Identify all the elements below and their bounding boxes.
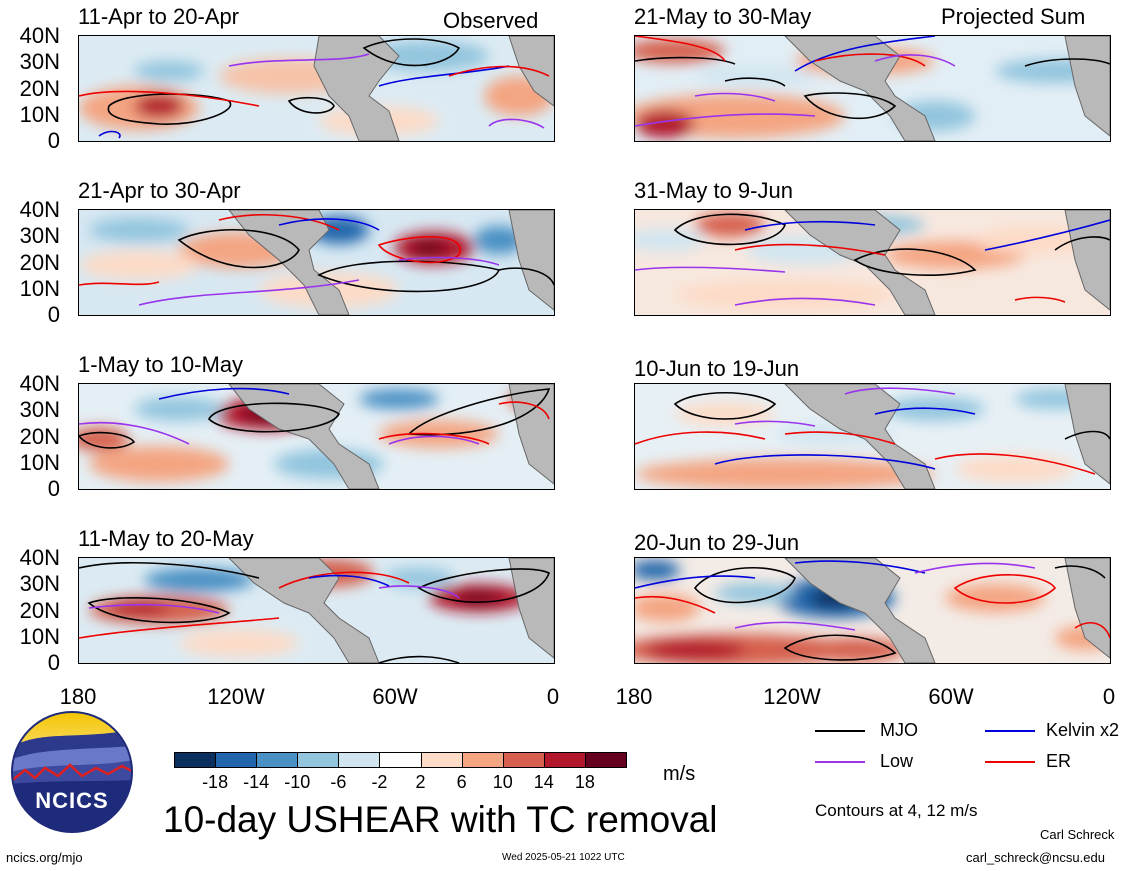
colorbar-label: -2 bbox=[371, 772, 388, 792]
colorbar-label: 18 bbox=[574, 772, 595, 792]
colorbar-swatch bbox=[502, 752, 545, 768]
map-panel bbox=[634, 383, 1111, 490]
lon-label: 180 bbox=[59, 684, 97, 709]
lat-label: 10N bbox=[19, 450, 60, 475]
lon-label: 120W bbox=[763, 684, 821, 709]
lat-label: 40N bbox=[19, 545, 60, 570]
panel-title: 11-Apr to 20-Apr bbox=[78, 4, 240, 29]
panel-title: 11-May to 20-May bbox=[78, 526, 254, 551]
map-panel bbox=[78, 209, 555, 316]
ncics-logo: NCICS bbox=[10, 710, 134, 834]
colorbar-swatch bbox=[256, 752, 299, 768]
lat-label: 30N bbox=[19, 49, 60, 74]
colorbar-label: 6 bbox=[456, 772, 467, 792]
site-link[interactable]: ncics.org/mjo bbox=[6, 850, 83, 865]
author-name: Carl Schreck bbox=[1040, 827, 1115, 842]
colorbar-label: -14 bbox=[243, 772, 270, 792]
logo-text: NCICS bbox=[35, 788, 109, 813]
lat-label: 10N bbox=[19, 102, 60, 127]
colorbar-label: -10 bbox=[284, 772, 311, 792]
lat-label: 30N bbox=[19, 397, 60, 422]
panel-title: 20-Jun to 29-Jun bbox=[634, 530, 800, 555]
legend-swatch-kelvin bbox=[985, 730, 1035, 732]
colorbar-swatch bbox=[420, 752, 463, 768]
lat-label: 0 bbox=[47, 128, 60, 153]
lat-label: 40N bbox=[19, 197, 60, 222]
lat-label: 10N bbox=[19, 624, 60, 649]
lat-label: 0 bbox=[47, 650, 60, 675]
colorbar-label: 10 bbox=[492, 772, 513, 792]
contours-note: Contours at 4, 12 m/s bbox=[815, 801, 978, 820]
colorbar-swatch bbox=[379, 752, 422, 768]
legend-label: MJO bbox=[880, 720, 918, 740]
colorbar-label: -18 bbox=[202, 772, 229, 792]
colorbar-swatch bbox=[338, 752, 381, 768]
lat-label: 40N bbox=[19, 371, 60, 396]
map-panel bbox=[78, 383, 555, 490]
lon-label: 60W bbox=[928, 684, 974, 709]
panel-title: 21-May to 30-May bbox=[634, 4, 812, 29]
legend-label: Low bbox=[880, 751, 914, 771]
panel-title: 31-May to 9-Jun bbox=[634, 178, 793, 203]
panel-title: 1-May to 10-May bbox=[78, 352, 244, 377]
legend-swatch-mjo bbox=[815, 730, 865, 732]
lon-label: 120W bbox=[207, 684, 265, 709]
lat-label: 0 bbox=[47, 476, 60, 501]
colorbar-swatch bbox=[174, 752, 217, 768]
colorbar-swatch bbox=[584, 752, 627, 768]
figure-title: 10-day USHEAR with TC removal bbox=[163, 799, 718, 840]
lon-label: 180 bbox=[615, 684, 653, 709]
lat-label: 20N bbox=[19, 76, 60, 101]
colorbar-swatch bbox=[543, 752, 586, 768]
map-panel bbox=[634, 35, 1111, 142]
lon-label: 60W bbox=[372, 684, 418, 709]
lat-label: 40N bbox=[19, 23, 60, 48]
map-panel bbox=[78, 35, 555, 142]
lon-label: 0 bbox=[1102, 684, 1116, 709]
colorbar-swatch bbox=[461, 752, 504, 768]
legend-label: Kelvin x2 bbox=[1046, 720, 1120, 740]
map-panel bbox=[634, 557, 1111, 664]
map-panel bbox=[78, 557, 555, 664]
lat-label: 0 bbox=[47, 302, 60, 327]
colorbar-label: 14 bbox=[533, 772, 554, 792]
lat-label: 20N bbox=[19, 424, 60, 449]
lat-label: 20N bbox=[19, 598, 60, 623]
colorbar-swatch bbox=[215, 752, 258, 768]
panel-title: 10-Jun to 19-Jun bbox=[634, 356, 800, 381]
projected-sum-label: Projected Sum bbox=[941, 4, 1086, 29]
lat-label: 20N bbox=[19, 250, 60, 275]
colorbar-unit: m/s bbox=[663, 763, 696, 785]
lat-label: 10N bbox=[19, 276, 60, 301]
colorbar-label: -6 bbox=[330, 772, 347, 792]
lat-label: 30N bbox=[19, 571, 60, 596]
colorbar-swatch bbox=[297, 752, 340, 768]
lon-label: 0 bbox=[546, 684, 560, 709]
author-email[interactable]: carl_schreck@ncsu.edu bbox=[966, 850, 1105, 865]
lat-label: 30N bbox=[19, 223, 60, 248]
panel-title: 21-Apr to 30-Apr bbox=[78, 178, 241, 203]
legend-swatch-er bbox=[985, 761, 1035, 763]
legend-label: ER bbox=[1046, 751, 1072, 771]
map-panel bbox=[634, 209, 1111, 316]
legend-swatch-low bbox=[815, 761, 865, 763]
colorbar-label: 2 bbox=[415, 772, 426, 792]
observed-label: Observed bbox=[443, 8, 539, 33]
timestamp: Wed 2025-05-21 1022 UTC bbox=[502, 852, 625, 863]
